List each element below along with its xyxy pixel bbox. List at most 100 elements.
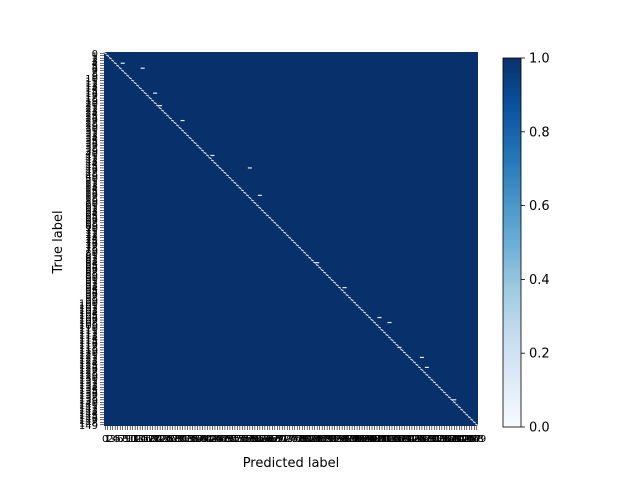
diagonal-cell-78 bbox=[298, 246, 302, 249]
y-tick-label-106: 106 bbox=[79, 314, 98, 325]
x-tick-label-41: 41 bbox=[201, 434, 214, 445]
diagonal-cell-47 bbox=[220, 169, 225, 172]
y-tick-label-59: 59 bbox=[85, 196, 98, 207]
colorbar-tick-label-3: 0.6 bbox=[529, 199, 550, 214]
y-tick-label-7: 7 bbox=[92, 67, 98, 78]
y-tick-label-119: 119 bbox=[79, 346, 98, 357]
x-tick-label-20: 20 bbox=[149, 434, 162, 445]
diagonal-cell-35 bbox=[190, 139, 195, 142]
y-tick-label-58: 58 bbox=[85, 194, 98, 205]
diagonal-cell-130 bbox=[427, 376, 431, 379]
x-tick-label-21: 21 bbox=[151, 434, 164, 445]
y-tick-label-122: 122 bbox=[79, 353, 98, 364]
diagonal-cell-46 bbox=[218, 166, 222, 170]
y-tick-label-12: 12 bbox=[85, 79, 98, 90]
diagonal-cell-8 bbox=[123, 72, 127, 75]
diagonal-cell-15 bbox=[141, 89, 145, 92]
diagonal-cell-26 bbox=[168, 116, 172, 120]
diagonal-cell-93 bbox=[335, 284, 339, 287]
y-tick-label-9: 9 bbox=[92, 72, 98, 83]
y-tick-label-144: 144 bbox=[79, 408, 98, 419]
y-tick-label-138: 138 bbox=[79, 393, 98, 404]
x-tick-label-19: 19 bbox=[146, 434, 159, 445]
x-tick-label-33: 33 bbox=[181, 434, 194, 445]
x-tick-label-149: 149 bbox=[467, 434, 486, 445]
diagonal-cell-72 bbox=[283, 231, 287, 234]
x-tick-label-83: 83 bbox=[306, 434, 319, 445]
diagonal-cell-48 bbox=[223, 171, 227, 175]
diagonal-cell-140 bbox=[452, 401, 456, 404]
x-tick-label-7: 7 bbox=[120, 434, 126, 445]
x-tick-label-8: 8 bbox=[122, 434, 128, 445]
y-tick-label-48: 48 bbox=[85, 169, 98, 180]
diagonal-cell-49 bbox=[225, 174, 230, 177]
y-tick-label-49: 49 bbox=[85, 171, 98, 182]
diagonal-cell-106 bbox=[367, 316, 372, 319]
diagonal-cell-87 bbox=[320, 269, 324, 272]
diagonal-cell-32 bbox=[183, 131, 187, 135]
x-axis-ticks: 0123456789101112131415161718192021222324… bbox=[102, 426, 486, 445]
y-tick-label-37: 37 bbox=[85, 142, 98, 153]
y-tick-label-112: 112 bbox=[79, 329, 98, 340]
x-tick-label-106: 106 bbox=[360, 434, 379, 445]
x-tick-label-9: 9 bbox=[124, 434, 130, 445]
y-tick-label-108: 108 bbox=[79, 319, 98, 330]
diagonal-cell-136 bbox=[442, 391, 446, 394]
diagonal-cell-90 bbox=[328, 276, 332, 279]
y-tick-label-11: 11 bbox=[85, 77, 98, 88]
x-tick-label-139: 139 bbox=[442, 434, 461, 445]
diagonal-cell-4 bbox=[113, 62, 117, 65]
diagonal-cell-124 bbox=[412, 361, 417, 364]
x-tick-label-49: 49 bbox=[221, 434, 234, 445]
colorbar-gradient bbox=[502, 57, 522, 428]
x-tick-label-27: 27 bbox=[166, 434, 179, 445]
diagonal-cell-44 bbox=[213, 161, 217, 165]
diagonal-cell-113 bbox=[385, 333, 389, 337]
x-tick-label-107: 107 bbox=[362, 434, 381, 445]
y-tick-label-78: 78 bbox=[85, 244, 98, 255]
y-tick-label-88: 88 bbox=[85, 269, 98, 280]
x-tick-label-43: 43 bbox=[206, 434, 219, 445]
y-tick-label-54: 54 bbox=[85, 184, 98, 195]
y-tick-label-44: 44 bbox=[85, 159, 98, 170]
x-tick-label-93: 93 bbox=[331, 434, 344, 445]
x-tick-label-144: 144 bbox=[455, 434, 474, 445]
diagonal-cell-37 bbox=[195, 144, 200, 147]
y-axis-label: True label bbox=[51, 210, 66, 274]
x-tick-label-100: 100 bbox=[345, 434, 364, 445]
diagonal-cell-33 bbox=[185, 134, 190, 137]
diagonal-cell-145 bbox=[465, 413, 469, 416]
diagonal-cell-98 bbox=[347, 296, 352, 299]
diagonal-cell-105 bbox=[365, 313, 369, 317]
x-tick-label-66: 66 bbox=[263, 434, 276, 445]
y-tick-label-94: 94 bbox=[85, 284, 98, 295]
x-tick-label-63: 63 bbox=[256, 434, 269, 445]
diagonal-cell-marks bbox=[103, 52, 479, 426]
x-axis-label: Predicted label bbox=[243, 456, 340, 471]
diagonal-cell-125 bbox=[415, 363, 419, 367]
x-tick-label-129: 129 bbox=[417, 434, 436, 445]
y-tick-label-72: 72 bbox=[85, 229, 98, 240]
x-tick-label-115: 115 bbox=[382, 434, 401, 445]
y-tick-label-130: 130 bbox=[79, 373, 98, 384]
x-tick-label-102: 102 bbox=[350, 434, 369, 445]
y-tick-label-66: 66 bbox=[85, 214, 98, 225]
x-tick-label-86: 86 bbox=[313, 434, 326, 445]
diagonal-cell-146 bbox=[467, 416, 471, 419]
diagonal-cell-94 bbox=[338, 286, 342, 289]
diagonal-cell-115 bbox=[390, 338, 394, 342]
y-tick-label-6: 6 bbox=[92, 64, 98, 75]
diagonal-cell-31 bbox=[180, 129, 185, 132]
y-tick-label-143: 143 bbox=[79, 406, 98, 417]
y-tick-label-14: 14 bbox=[85, 84, 98, 95]
y-tick-label-102: 102 bbox=[79, 304, 98, 315]
x-tick-label-15: 15 bbox=[136, 434, 149, 445]
diagonal-cell-53 bbox=[235, 184, 239, 187]
y-tick-label-61: 61 bbox=[85, 201, 98, 212]
diagonal-cell-28 bbox=[173, 121, 177, 125]
heatmap-area bbox=[103, 52, 479, 426]
x-tick-label-104: 104 bbox=[355, 434, 374, 445]
diagonal-cell-102 bbox=[357, 306, 362, 309]
y-tick-label-92: 92 bbox=[85, 279, 98, 290]
y-tick-label-45: 45 bbox=[85, 161, 98, 172]
